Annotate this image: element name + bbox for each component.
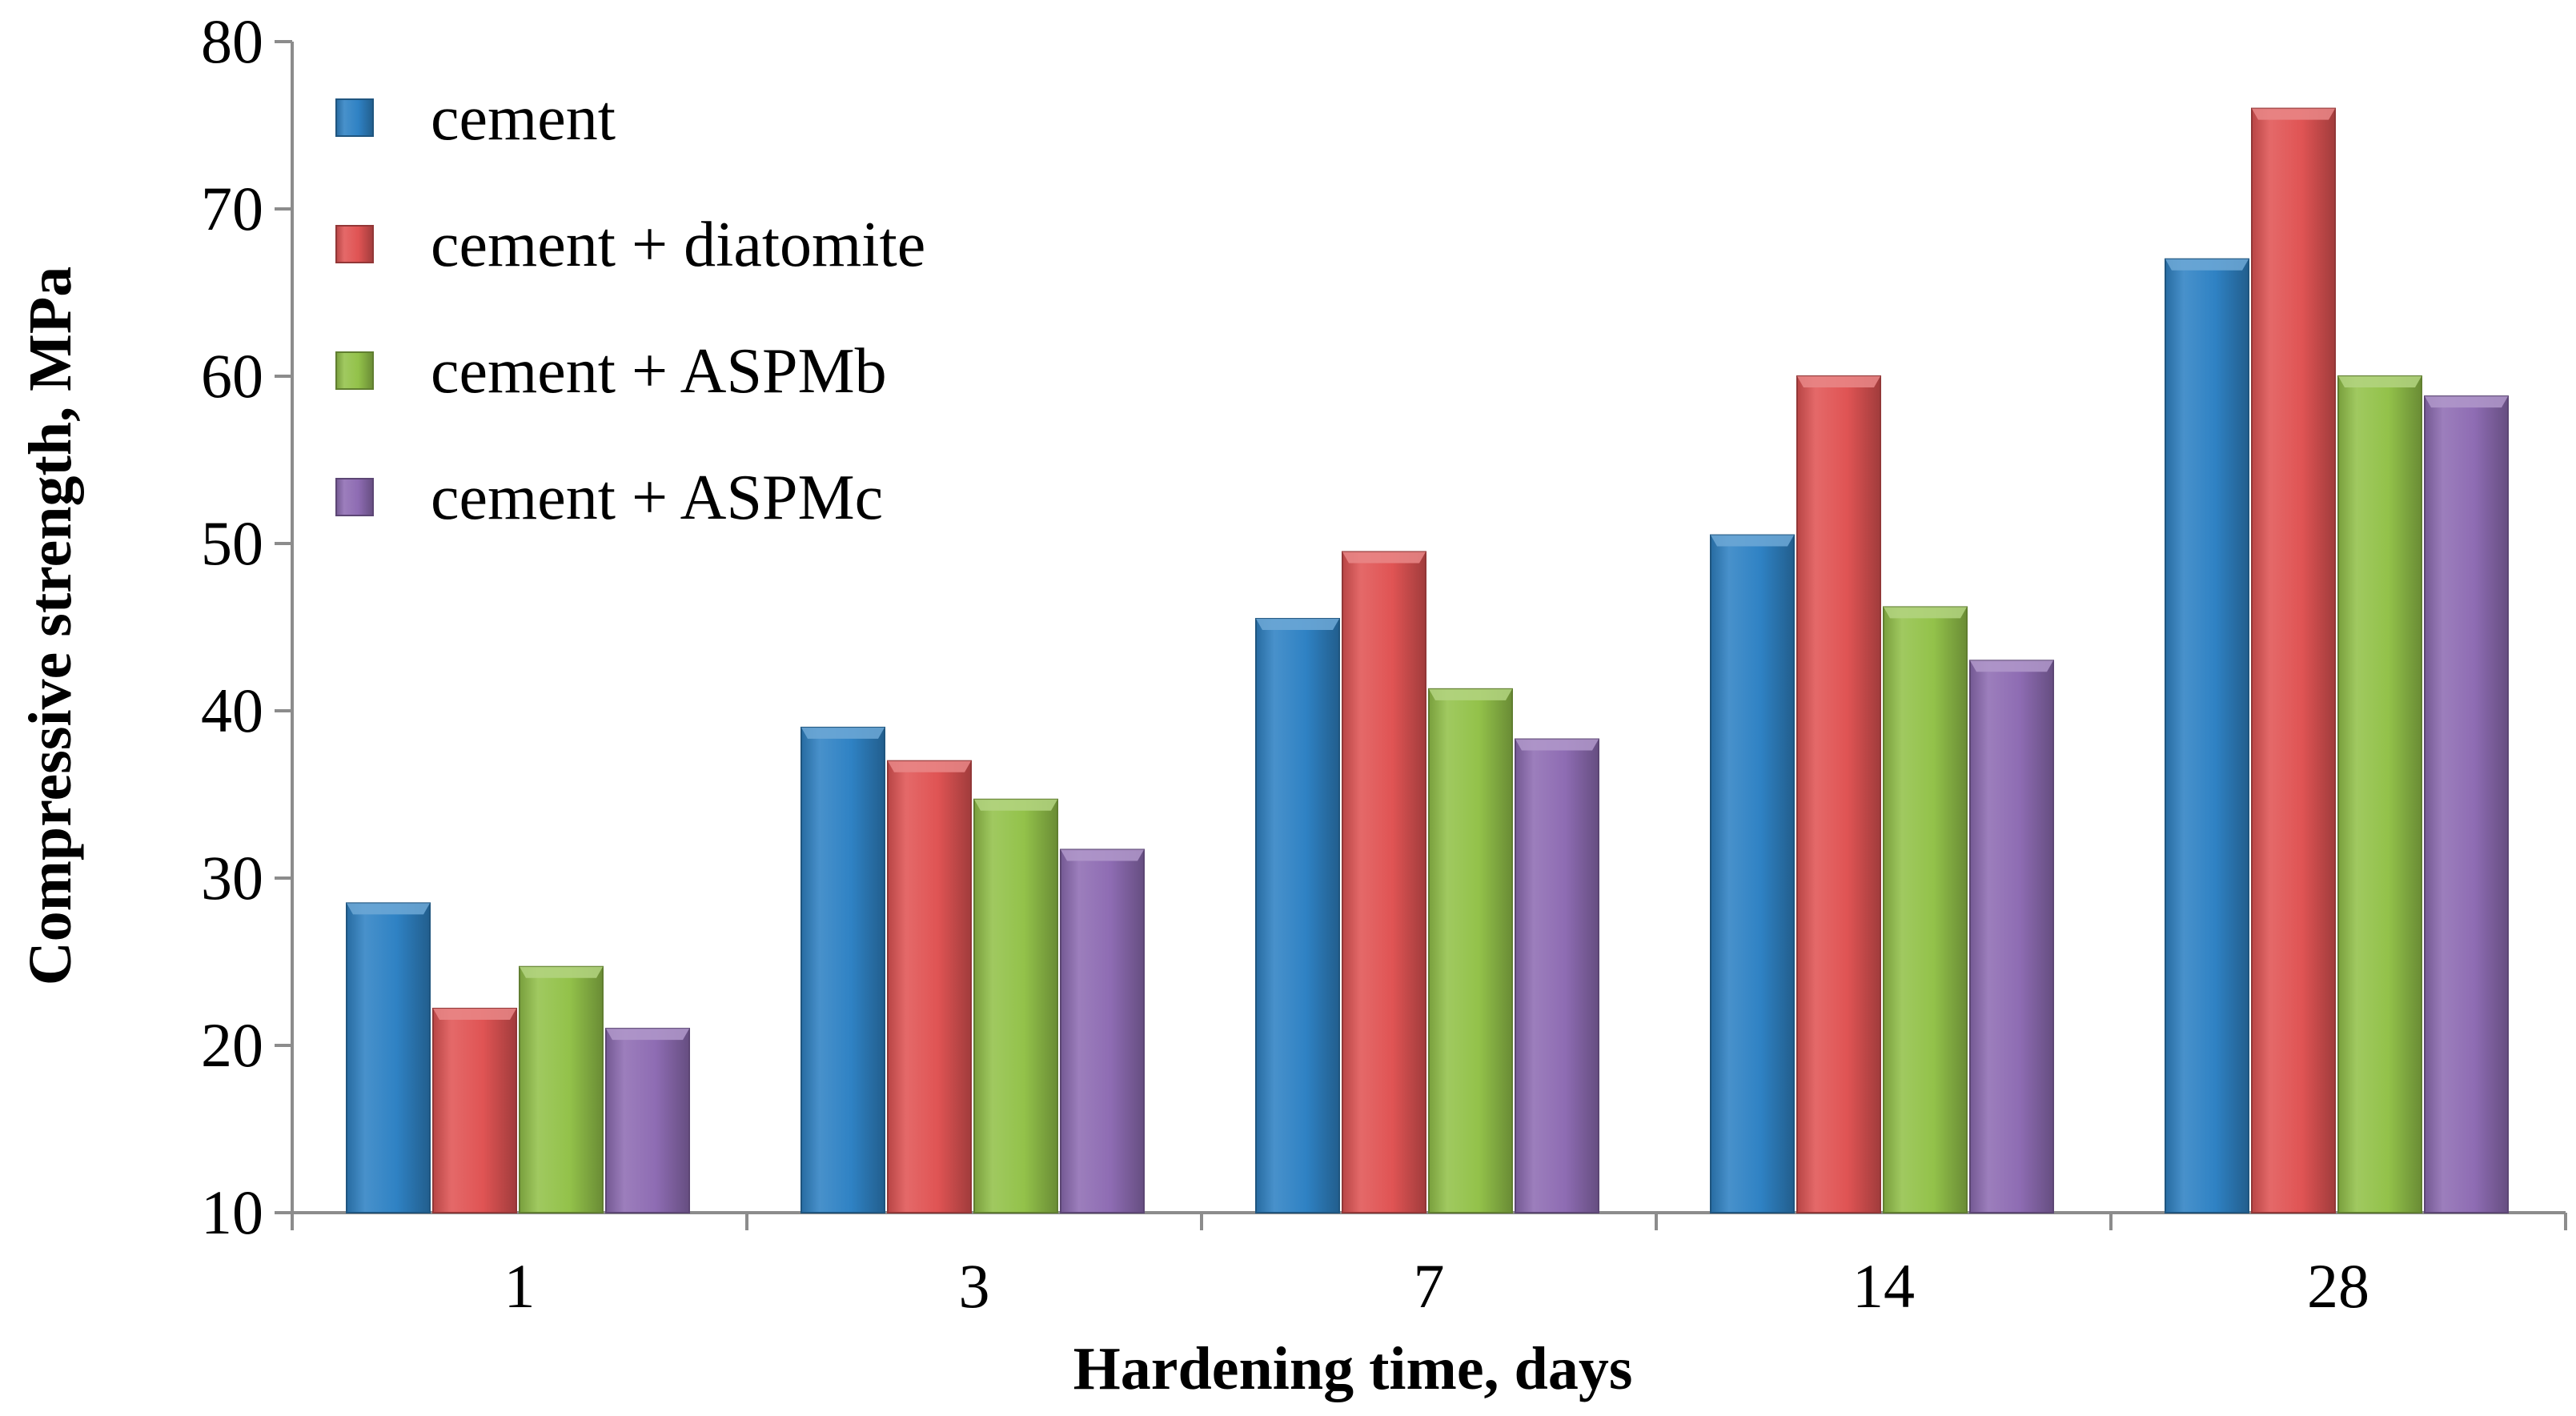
bar-bevel — [1711, 535, 1794, 547]
bar — [1969, 660, 2054, 1213]
bar — [973, 798, 1058, 1213]
bar — [1710, 534, 1795, 1213]
bar — [2251, 107, 2336, 1214]
x-ticks: 1 3 7 14 28 — [291, 1213, 2567, 1321]
bar-bevel — [1342, 552, 1426, 564]
bar — [1342, 551, 1426, 1213]
y-tick-label: 70 — [201, 174, 263, 243]
bar — [1796, 375, 1881, 1213]
x-tick-label: 28 — [2307, 1251, 2369, 1321]
y-axis-title: Compressive strength, MPa — [17, 267, 84, 986]
bars — [346, 107, 2509, 1214]
bar — [2165, 258, 2249, 1214]
bar-bevel — [606, 1029, 689, 1041]
bar — [2337, 375, 2422, 1213]
bar — [887, 760, 972, 1213]
y-tick-label: 20 — [201, 1010, 263, 1080]
legend-label: cement + ASPMc — [431, 463, 883, 533]
legend-label: cement + diatomite — [431, 210, 925, 280]
bar-bevel — [888, 760, 971, 772]
bar — [800, 726, 885, 1213]
bar-bevel — [1256, 619, 1339, 631]
bar — [1255, 618, 1340, 1213]
legend-label: cement — [431, 83, 616, 154]
x-tick-label: 1 — [504, 1251, 536, 1321]
bar-bevel — [347, 903, 430, 915]
bar — [1428, 688, 1513, 1213]
y-tick-label: 60 — [201, 341, 263, 411]
bar-bevel — [433, 1009, 516, 1021]
bar — [346, 902, 431, 1213]
legend-marker — [335, 225, 374, 263]
bar — [519, 965, 604, 1214]
bar — [605, 1028, 690, 1213]
y-tick-label: 50 — [201, 508, 263, 578]
bar — [1060, 848, 1145, 1213]
y-tick-label: 40 — [201, 676, 263, 745]
bar-bevel — [2252, 108, 2335, 120]
y-tick-label: 80 — [201, 6, 263, 76]
y-tick-label: 10 — [201, 1177, 263, 1247]
bar — [2424, 395, 2509, 1213]
x-tick-label: 3 — [959, 1251, 990, 1321]
bar-bevel — [2338, 376, 2422, 387]
x-tick-label: 14 — [1852, 1251, 1915, 1321]
y-ticks: 10 20 30 40 50 60 70 80 — [201, 6, 292, 1247]
legend-marker — [335, 351, 374, 390]
legend-marker — [335, 98, 374, 137]
legend-marker — [335, 478, 374, 516]
bar — [1883, 606, 1968, 1213]
bar-bevel — [2425, 396, 2508, 408]
bar — [432, 1008, 517, 1214]
bar-bevel — [1884, 607, 1967, 619]
x-axis-title: Hardening time, days — [1073, 1335, 1633, 1402]
y-tick-label: 30 — [201, 843, 263, 913]
bar-bevel — [1515, 739, 1599, 751]
x-tick-label: 7 — [1414, 1251, 1445, 1321]
legend: cement cement + diatomite cement + ASPMb ce… — [335, 83, 925, 533]
bar-bevel — [1970, 660, 2053, 672]
bar-bevel — [2165, 259, 2249, 271]
legend-label: cement + ASPMb — [431, 336, 887, 407]
bar-bevel — [801, 727, 885, 739]
bar-bevel — [974, 799, 1057, 811]
bar-bevel — [1061, 849, 1144, 861]
bar — [1515, 738, 1599, 1213]
bar-bevel — [1797, 376, 1880, 387]
bar-bevel — [1429, 688, 1512, 700]
bar-bevel — [520, 966, 603, 978]
